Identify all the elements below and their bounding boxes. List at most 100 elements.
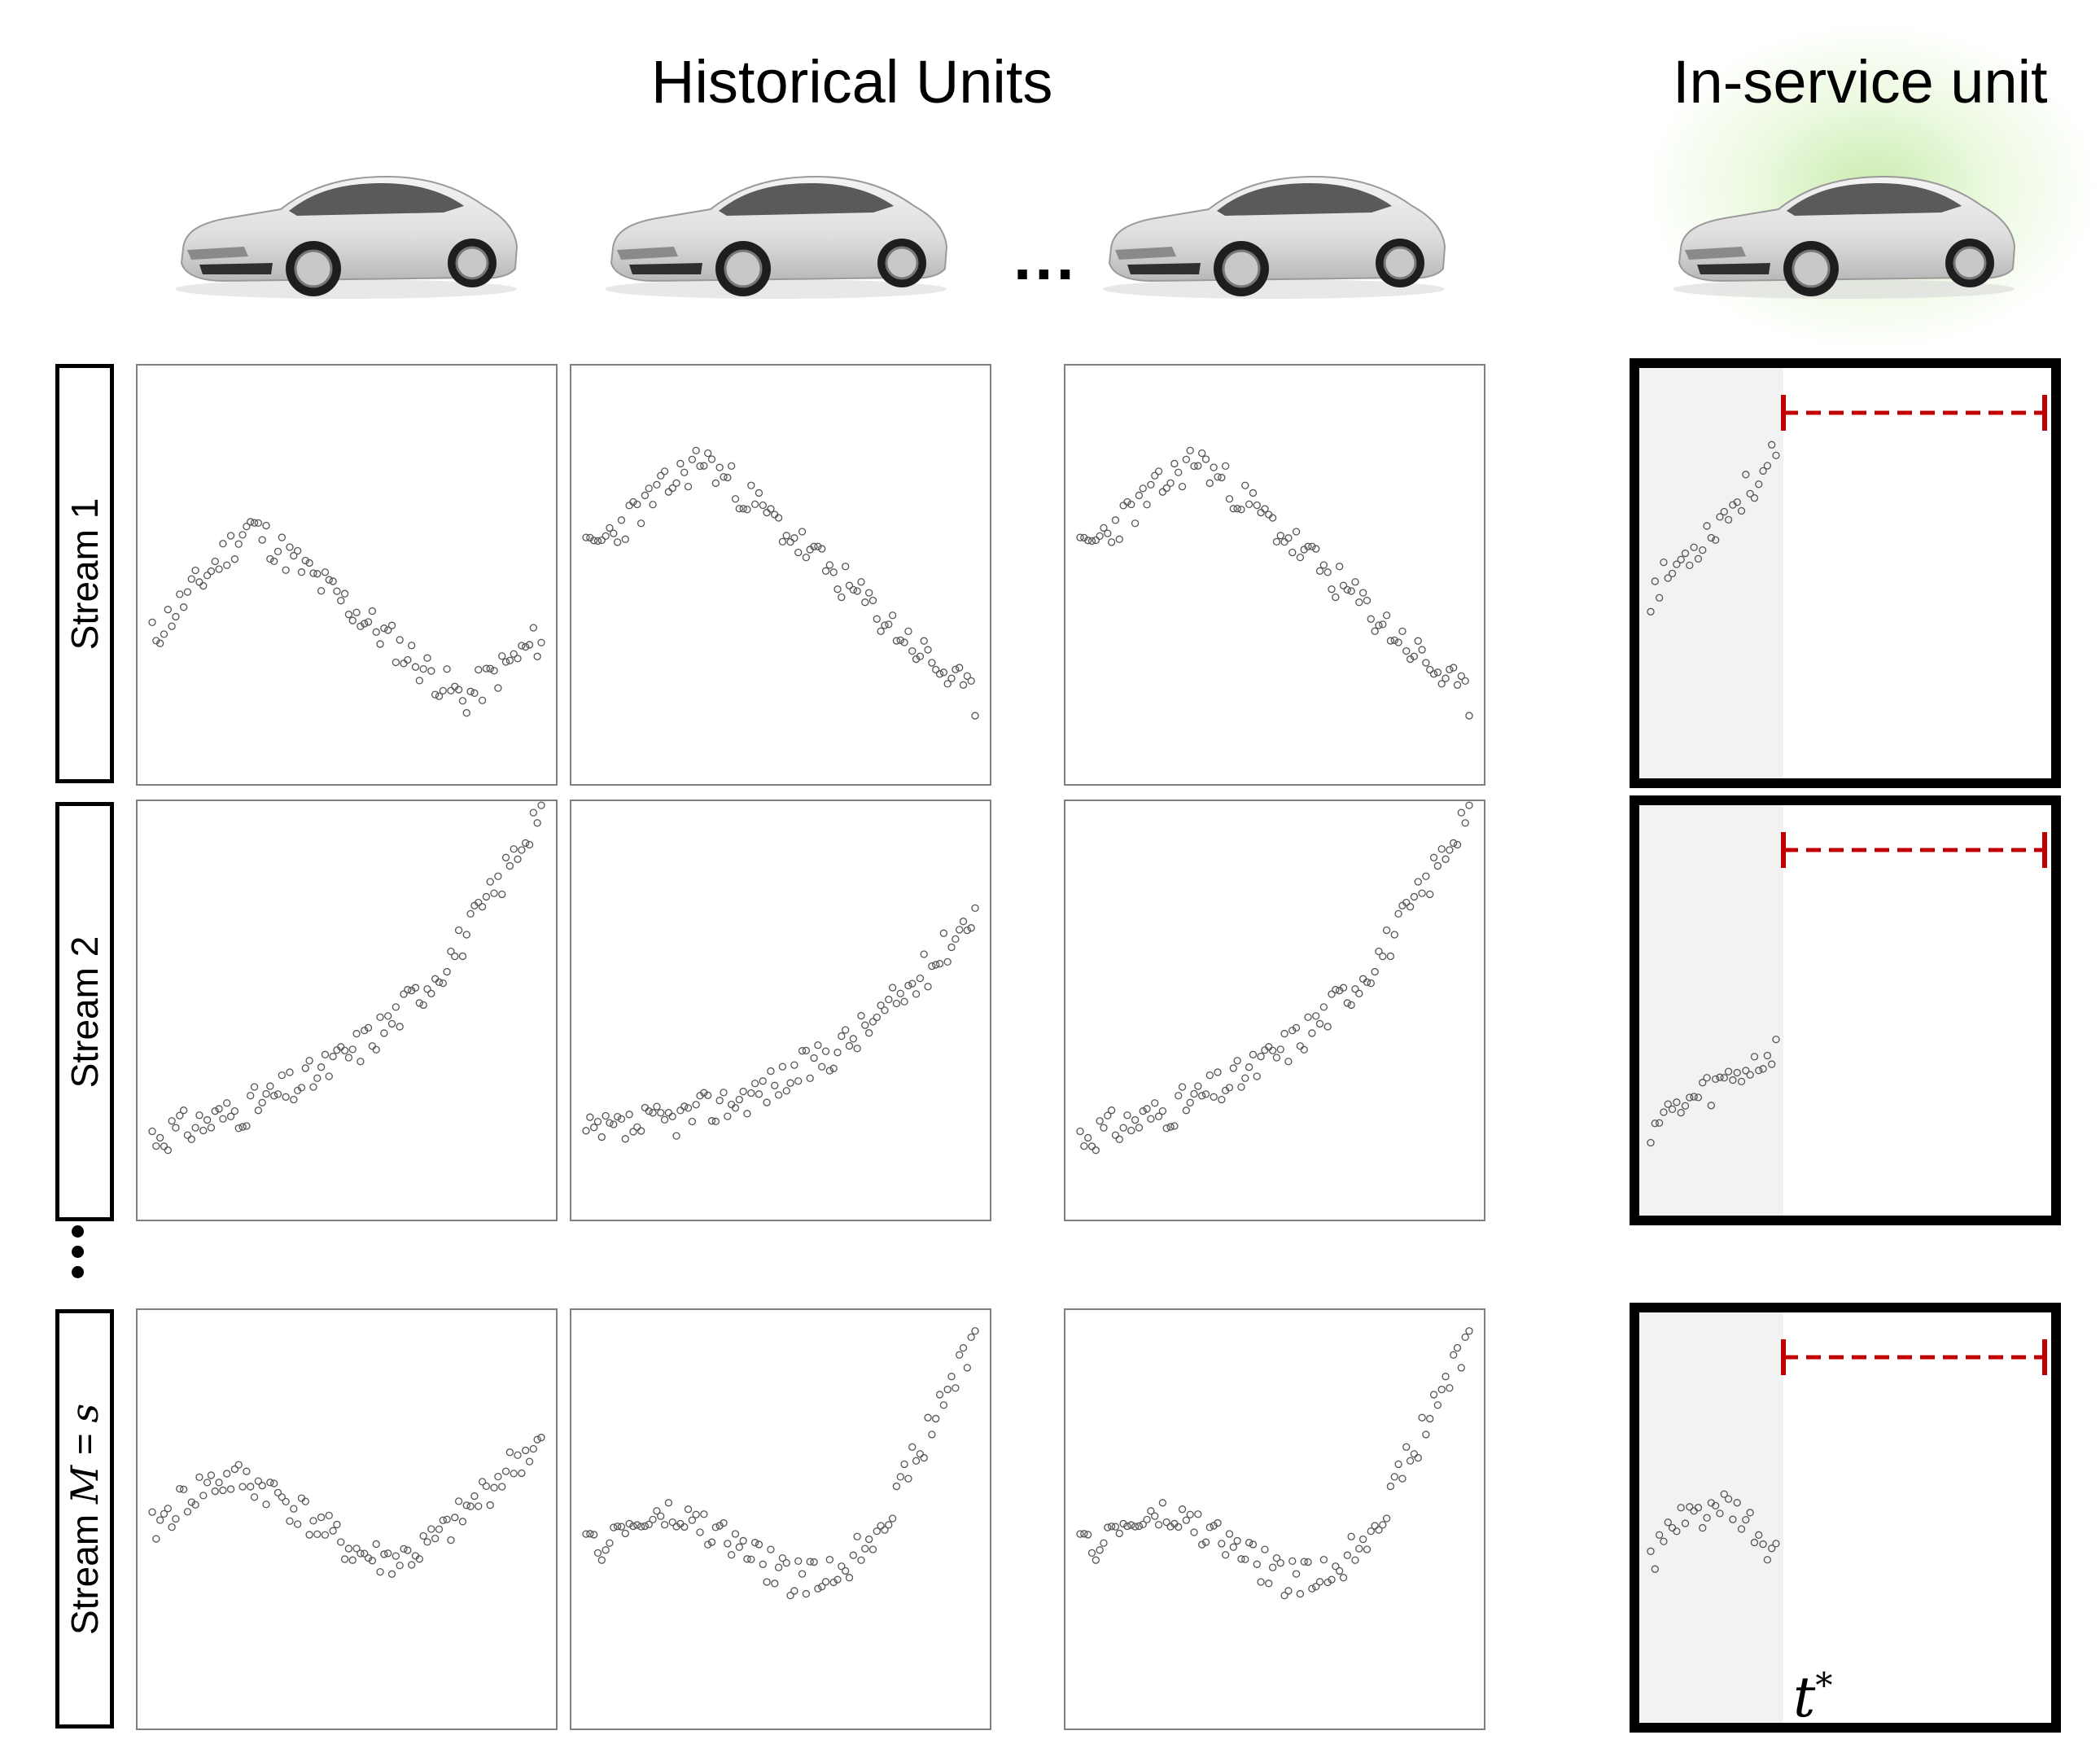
data-point: [794, 1077, 803, 1085]
data-point: [707, 1117, 716, 1125]
data-point: [1336, 1566, 1344, 1575]
data-point: [301, 1064, 309, 1072]
data-point: [680, 468, 689, 476]
data-point: [1746, 489, 1754, 497]
data-point: [364, 1553, 373, 1562]
data-point: [1182, 455, 1191, 464]
data-point: [230, 555, 239, 563]
data-point: [309, 569, 317, 577]
data-point: [959, 918, 968, 926]
data-point: [1686, 561, 1694, 570]
data-point: [1750, 1053, 1759, 1061]
data-point: [337, 597, 345, 605]
data-point: [838, 1562, 846, 1571]
data-point: [1733, 498, 1741, 506]
data-point: [156, 1133, 164, 1142]
data-point: [408, 642, 416, 650]
data-point: [357, 1058, 365, 1066]
data-point: [164, 1146, 172, 1155]
data-point: [1742, 471, 1750, 479]
data-point: [1382, 1514, 1391, 1523]
data-point: [278, 1493, 286, 1501]
data-point: [892, 1482, 901, 1491]
stream-m-label: Stream M = s: [63, 1403, 107, 1634]
data-point: [238, 1483, 247, 1491]
data-point: [475, 1502, 483, 1510]
data-point: [156, 1516, 164, 1524]
data-point: [956, 1351, 964, 1359]
data-point: [1351, 985, 1359, 993]
data-point: [1363, 596, 1372, 605]
hist-panel-s1-u3: [1064, 364, 1485, 786]
scatter-plot: [1647, 1035, 1780, 1147]
data-point: [1712, 1501, 1720, 1509]
observed-region: [1639, 368, 1783, 778]
car-icon: [173, 175, 518, 300]
data-point: [215, 565, 223, 573]
data-point: [821, 567, 830, 575]
data-point: [1720, 1490, 1728, 1498]
data-point: [203, 572, 212, 580]
data-point: [597, 1556, 606, 1564]
data-point: [361, 1026, 369, 1035]
data-point: [916, 1450, 925, 1458]
data-point: [1453, 840, 1462, 849]
data-point: [250, 1493, 259, 1501]
data-point: [1461, 819, 1469, 827]
data-point: [700, 1510, 708, 1518]
data-point: [286, 543, 294, 551]
data-point: [1328, 585, 1336, 594]
data-point: [1076, 1127, 1084, 1136]
data-point: [262, 521, 270, 530]
data-point: [649, 1515, 657, 1524]
data-point: [1100, 1124, 1108, 1132]
data-point: [782, 1559, 790, 1567]
hist-panel-sm-u3: [1064, 1308, 1485, 1730]
data-point: [888, 984, 897, 992]
data-point: [1729, 1515, 1737, 1523]
data-point: [1655, 1531, 1664, 1539]
data-point: [1162, 1124, 1170, 1133]
data-point: [735, 505, 743, 513]
data-point: [1253, 1560, 1261, 1568]
data-point: [649, 1109, 657, 1117]
data-point: [1677, 555, 1685, 563]
data-point: [1720, 1074, 1728, 1082]
data-point: [501, 658, 510, 666]
scatter-plot: [1076, 446, 1473, 720]
data-point: [400, 1544, 408, 1553]
data-point: [1205, 1071, 1214, 1080]
data-point: [1363, 1545, 1372, 1553]
data-point: [329, 1527, 337, 1535]
data-point: [466, 1502, 475, 1510]
data-point: [191, 1124, 199, 1132]
data-point: [1358, 589, 1367, 597]
data-point: [1175, 468, 1183, 476]
data-point: [340, 589, 349, 598]
data-point: [1703, 1514, 1711, 1522]
data-point: [1084, 1133, 1092, 1142]
data-point: [1194, 1082, 1202, 1090]
data-point: [234, 540, 243, 548]
data-point: [475, 665, 483, 674]
data-point: [1660, 1537, 1668, 1545]
data-point: [1087, 537, 1096, 546]
data-point: [498, 652, 506, 660]
data-point: [657, 1109, 665, 1117]
data-point: [641, 1522, 650, 1531]
data-point: [908, 979, 917, 988]
data-point: [1221, 1551, 1230, 1559]
data-point: [1418, 889, 1426, 897]
data-point: [1457, 1364, 1465, 1372]
data-point: [842, 1566, 850, 1575]
data-point: [593, 537, 602, 546]
data-point: [597, 1133, 606, 1141]
data-point: [763, 1578, 771, 1586]
data-point: [868, 596, 877, 605]
data-point: [617, 1523, 626, 1531]
data-point: [810, 1558, 818, 1566]
data-point: [707, 455, 716, 463]
data-point: [1092, 536, 1100, 545]
data-point: [498, 1483, 506, 1491]
data-point: [505, 1448, 514, 1457]
